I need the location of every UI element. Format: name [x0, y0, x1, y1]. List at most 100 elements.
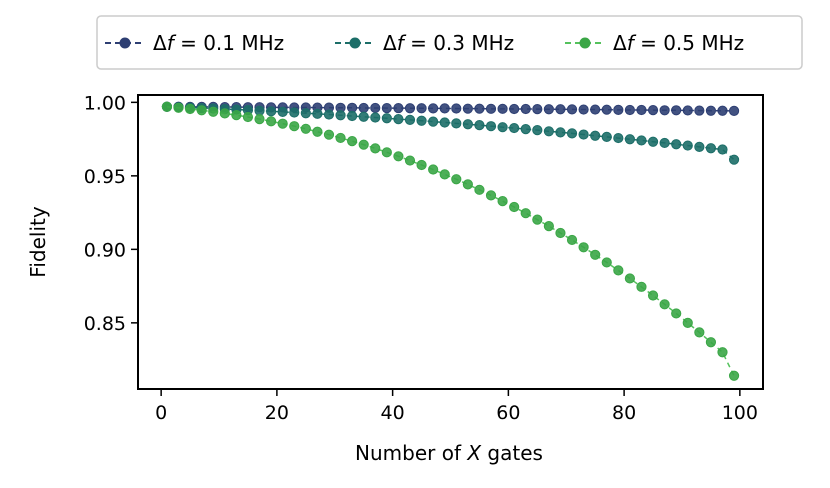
data-point — [705, 337, 717, 348]
data-point — [566, 128, 578, 139]
data-point — [543, 126, 554, 137]
data-point — [578, 104, 589, 115]
data-point — [266, 116, 277, 127]
x-tick-label: 80 — [612, 402, 636, 424]
data-point — [659, 105, 670, 116]
data-point — [659, 137, 670, 149]
data-point — [497, 122, 508, 133]
data-point — [624, 134, 635, 145]
data-point — [717, 144, 728, 155]
y-axis-label: Fidelity — [26, 206, 50, 278]
data-point — [566, 234, 578, 246]
data-point — [682, 317, 693, 328]
data-point — [601, 131, 612, 142]
data-point — [705, 105, 717, 116]
data-point — [728, 154, 740, 165]
data-point — [647, 136, 659, 147]
data-point — [277, 118, 288, 129]
data-point — [242, 111, 254, 123]
data-point — [335, 110, 346, 121]
data-point — [439, 117, 450, 128]
data-point — [404, 155, 416, 166]
data-point — [509, 103, 520, 115]
data-point — [462, 119, 473, 130]
legend-label: Δf = 0.5 MHz — [613, 31, 744, 55]
data-point — [404, 114, 416, 125]
data-point — [451, 118, 462, 129]
legend-label: Δf = 0.1 MHz — [153, 31, 284, 55]
data-point — [671, 105, 682, 116]
data-point — [532, 214, 543, 225]
data-point — [323, 109, 335, 120]
data-point — [370, 112, 381, 123]
data-point — [381, 113, 392, 124]
data-point — [694, 141, 705, 152]
legend-item: Δf = 0.3 MHz — [335, 31, 514, 55]
data-point — [335, 132, 346, 144]
data-point — [590, 249, 601, 260]
data-point — [509, 122, 520, 134]
data-point — [474, 120, 485, 131]
legend-label: Δf = 0.3 MHz — [383, 31, 514, 55]
x-tick-label: 60 — [496, 402, 520, 424]
x-tick-label: 100 — [722, 402, 758, 424]
data-point — [659, 299, 670, 310]
data-point — [312, 126, 323, 137]
data-point — [393, 102, 404, 114]
data-point — [358, 102, 369, 114]
data-point — [647, 105, 659, 116]
data-point — [277, 106, 288, 118]
legend-item: Δf = 0.5 MHz — [565, 31, 744, 55]
y-axis: 0.85 0.90 0.95 1.00 — [84, 92, 138, 335]
data-point — [485, 103, 497, 114]
data-point — [532, 104, 543, 115]
data-point — [555, 227, 566, 239]
data-point — [694, 105, 705, 116]
data-point — [647, 290, 659, 301]
legend-marker — [349, 37, 361, 49]
data-point — [566, 104, 578, 115]
data-point — [428, 164, 439, 175]
data-point — [173, 102, 184, 113]
data-point — [485, 190, 497, 201]
data-point — [462, 103, 473, 114]
data-point — [370, 102, 381, 114]
axes-frame — [137, 94, 764, 390]
data-point — [717, 347, 728, 358]
data-point — [289, 121, 300, 132]
data-point — [624, 273, 635, 284]
data-point — [439, 169, 450, 180]
data-point — [694, 327, 705, 338]
data-point — [682, 140, 693, 151]
data-point — [543, 104, 554, 115]
data-point — [497, 103, 508, 114]
legend-marker — [579, 37, 591, 49]
plot-area — [161, 101, 740, 381]
data-point — [462, 179, 473, 190]
data-point — [636, 135, 647, 146]
data-point — [358, 139, 369, 150]
data-point — [555, 127, 566, 138]
data-point — [485, 121, 497, 132]
data-point — [543, 221, 554, 232]
data-point — [254, 105, 265, 116]
legend-item: Δf = 0.1 MHz — [105, 31, 284, 55]
data-point — [416, 115, 427, 126]
x-tick-label: 0 — [155, 402, 167, 424]
data-point — [728, 105, 740, 116]
data-point — [381, 102, 392, 114]
data-point — [728, 370, 740, 381]
data-point — [347, 110, 358, 122]
data-point — [300, 123, 311, 134]
data-point — [347, 136, 358, 147]
data-point — [231, 110, 242, 121]
data-point — [439, 103, 450, 114]
data-point — [381, 147, 392, 158]
y-tick-label: 0.95 — [84, 166, 126, 188]
data-point — [428, 103, 439, 114]
data-point — [601, 104, 612, 115]
data-point — [404, 103, 416, 114]
data-point — [636, 281, 647, 292]
data-point — [428, 116, 439, 127]
